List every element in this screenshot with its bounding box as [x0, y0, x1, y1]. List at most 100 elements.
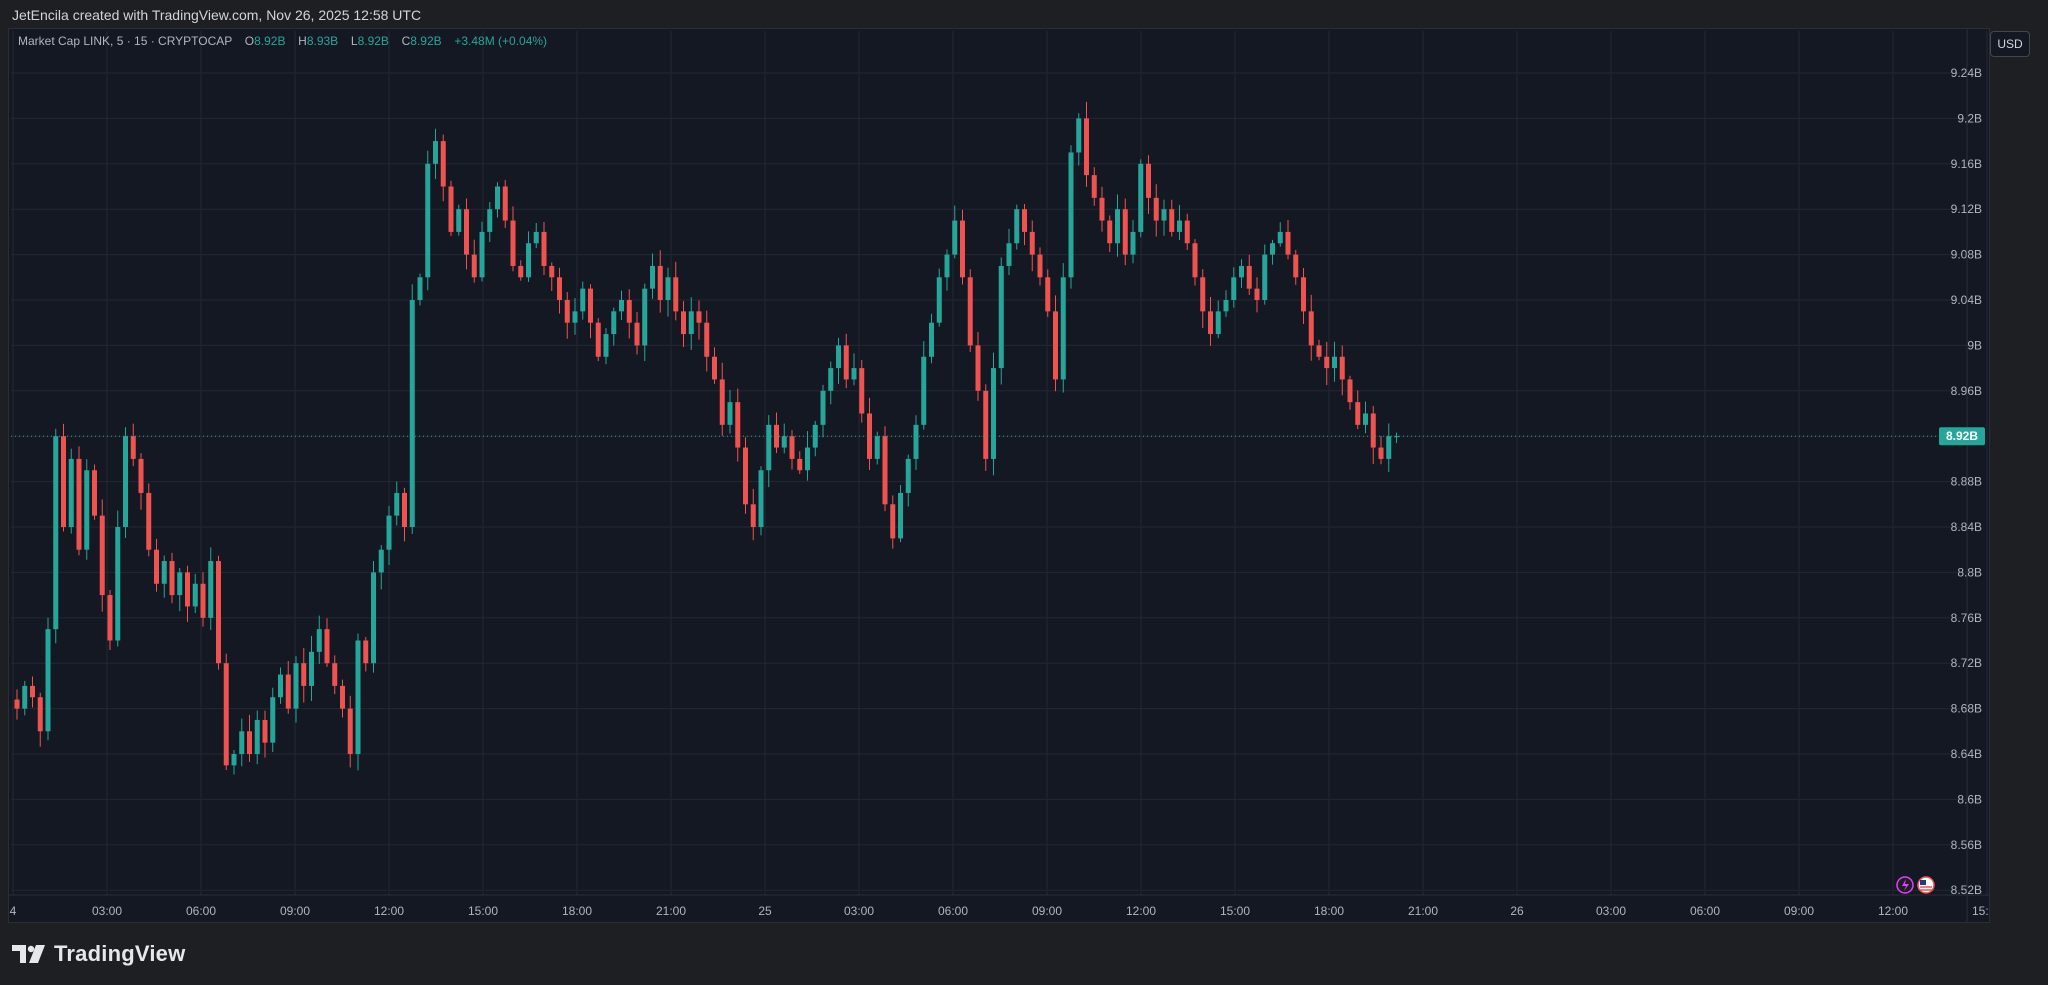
candle-body: [247, 731, 252, 754]
time-tick-label: 03:00: [92, 904, 122, 918]
time-tick-label: 18:00: [1314, 904, 1344, 918]
last-price-label: 8.92B: [1946, 429, 1978, 443]
candle-body: [743, 447, 748, 505]
candle-body: [502, 186, 508, 221]
low-label: L: [350, 34, 358, 48]
candle-body: [464, 209, 469, 255]
candle-body: [1029, 231, 1035, 255]
candle-body: [774, 424, 779, 448]
candle-body: [1254, 288, 1260, 300]
candle-body: [1091, 175, 1097, 198]
chart-pane[interactable]: 9.24B 9.2B 9.16B 9.12B 9.08B 9.04B 9B 8.96B 8.92…: [8, 28, 1990, 923]
price-tick-label: 8.52B: [1951, 883, 1982, 897]
candle-body: [448, 186, 454, 232]
time-tick-label: 15:00: [1972, 904, 1989, 918]
candle-body: [704, 322, 710, 357]
candle-body: [1316, 345, 1322, 357]
candle-body: [526, 243, 531, 278]
candle-body: [1076, 118, 1082, 153]
candle-body: [1285, 231, 1291, 255]
candle-body: [1200, 277, 1206, 312]
candle-body: [53, 436, 59, 630]
candle-body: [115, 527, 121, 641]
time-tick-label: 21:00: [656, 904, 686, 918]
tradingview-logo[interactable]: TradingView: [12, 941, 185, 967]
candle-body: [588, 288, 593, 323]
candle-body: [92, 470, 97, 516]
candle-body: [130, 436, 136, 459]
candle-body: [471, 254, 477, 278]
candle-body: [239, 731, 245, 754]
candle-body: [735, 402, 741, 448]
candle-body: [867, 413, 872, 459]
candle-body: [789, 436, 795, 459]
symbol-label[interactable]: Market Cap LINK, 5 · 15 · CRYPTOCAP: [18, 34, 233, 48]
time-tick-label: 12:00: [374, 904, 404, 918]
candle-body: [378, 549, 384, 573]
candle-body: [882, 436, 888, 505]
candle-body: [975, 345, 981, 391]
candle-body: [642, 288, 648, 346]
candle-body: [223, 663, 229, 766]
candle-body: [1177, 220, 1182, 232]
price-tick-label: 8.6B: [1957, 792, 1982, 806]
candle-body: [541, 231, 547, 266]
candle-body: [851, 368, 857, 380]
candle-body: [402, 492, 407, 527]
candle-body: [681, 311, 686, 335]
time-tick-label: 06:00: [186, 904, 216, 918]
candle-body: [874, 436, 880, 459]
candle-body: [37, 697, 43, 732]
high-label: H: [298, 34, 307, 48]
candle-body: [828, 368, 834, 391]
price-tick-label: 9.04B: [1951, 293, 1982, 307]
candle-body: [936, 277, 942, 323]
candle-body: [510, 220, 516, 266]
price-tick-label: 9.12B: [1951, 202, 1982, 216]
candle-body: [192, 583, 198, 607]
candle-body: [758, 470, 764, 527]
candle-body: [619, 300, 624, 312]
open-value: 8.92B: [254, 34, 286, 48]
candle-body: [138, 458, 144, 493]
candle-body: [1084, 118, 1089, 176]
candle-body: [425, 163, 431, 278]
candle-body: [22, 685, 28, 709]
attribution-bar: JetEncila created with TradingView.com, …: [0, 0, 2048, 28]
candle-body: [440, 141, 446, 187]
candle-body: [1006, 243, 1012, 266]
candle-body: [1277, 231, 1283, 244]
candle-body: [1347, 379, 1353, 403]
candle-body: [634, 322, 640, 346]
candle-body: [107, 595, 113, 641]
close-label: C: [401, 34, 411, 48]
candle-body: [1045, 277, 1051, 312]
candle-body: [1301, 277, 1306, 312]
candle-body: [161, 561, 167, 584]
price-tick-label: 8.72B: [1951, 656, 1982, 670]
candle-body: [1060, 277, 1066, 380]
candle-body: [1192, 243, 1198, 278]
candle-body: [301, 663, 307, 686]
candle-body: [898, 492, 903, 539]
price-tick-label: 8.8B: [1957, 565, 1982, 579]
candle-body: [913, 424, 919, 459]
time-tick-label: 12:00: [1878, 904, 1908, 918]
candle-body: [123, 436, 128, 527]
candle-body: [991, 368, 996, 459]
candle-body: [1262, 254, 1268, 300]
candle-body: [1107, 220, 1113, 244]
candle-body: [1161, 209, 1167, 221]
price-chart[interactable]: 9.24B 9.2B 9.16B 9.12B 9.08B 9.04B 9B 8.96B 8.92…: [9, 29, 1989, 922]
change-value: +3.48M (+0.04%): [454, 34, 548, 48]
candle-body: [347, 708, 353, 754]
candle-body: [603, 334, 609, 357]
time-tick-label: 12:00: [1126, 904, 1156, 918]
price-tick-label: 9.08B: [1951, 248, 1982, 262]
candle-body: [719, 379, 725, 425]
currency-button[interactable]: USD: [1990, 31, 2030, 57]
candle-body: [278, 674, 283, 698]
time-tick-label: 26: [1510, 904, 1524, 918]
candle-body: [487, 209, 493, 232]
candle-body: [921, 356, 927, 425]
